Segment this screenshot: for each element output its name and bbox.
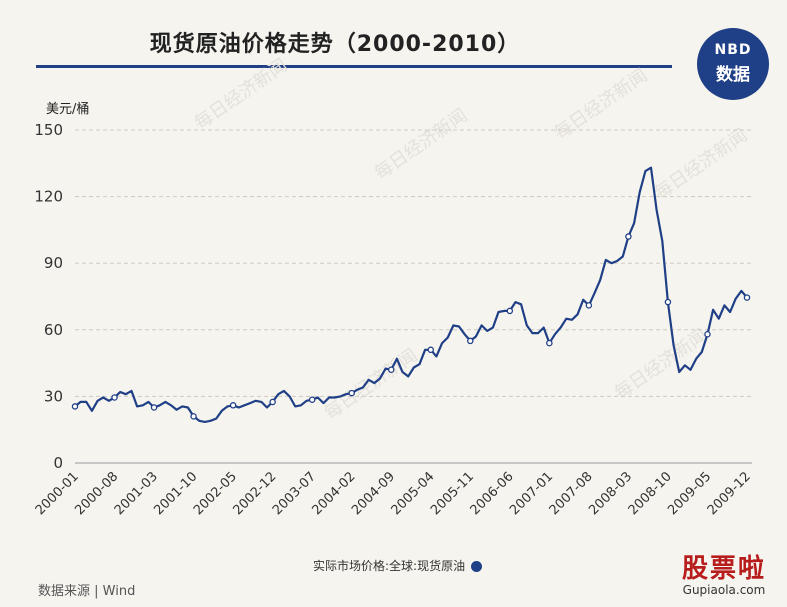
- source-note: 数据来源 | Wind: [38, 584, 136, 599]
- series-layer: [71, 166, 751, 423]
- legend-label: 实际市场价格:全球:现货原油: [313, 559, 466, 573]
- title-underline: [36, 65, 672, 68]
- logo-text-data: 数据: [716, 65, 750, 85]
- data-point: [71, 403, 79, 410]
- grid-lines: [75, 129, 752, 464]
- data-point: [229, 402, 237, 409]
- data-point: [467, 337, 474, 345]
- watermark-text: 每日经济新闻: [651, 125, 752, 204]
- brand-url: Gupiaola.com: [682, 583, 766, 597]
- y-tick-label: 60: [44, 321, 63, 339]
- legend-marker: [471, 561, 483, 572]
- watermark-text: 每日经济新闻: [191, 55, 292, 134]
- data-point: [387, 366, 395, 374]
- y-tick-label: 120: [34, 188, 63, 206]
- data-point: [190, 413, 197, 420]
- data-point: [506, 307, 514, 315]
- y-tick-label: 30: [44, 387, 63, 405]
- logo-text-nbd: NBD: [714, 42, 752, 58]
- series-line: [74, 166, 748, 423]
- data-point: [704, 330, 711, 338]
- data-point: [585, 302, 593, 309]
- watermark-text: 每日经济新闻: [551, 65, 652, 144]
- x-tick-labels: 2000-012000-082001-032001-102002-052002-…: [33, 469, 754, 518]
- data-point: [269, 398, 276, 406]
- watermark-text: 每日经济新闻: [371, 105, 472, 184]
- y-tick-label: 90: [44, 254, 63, 272]
- data-point: [111, 394, 118, 401]
- data-point: [427, 346, 435, 354]
- data-point: [546, 339, 553, 347]
- legend: 实际市场价格:全球:现货原油: [313, 557, 483, 574]
- data-point: [625, 233, 632, 240]
- nbd-logo: NBD 数据: [697, 28, 769, 100]
- data-point: [743, 294, 751, 301]
- y-axis-unit-label: 美元/桶: [46, 102, 90, 117]
- brand-watermark: 股票啦 Gupiaola.com: [664, 548, 784, 597]
- watermark-text: 每日经济新闻: [321, 345, 422, 424]
- y-tick-label: 0: [53, 454, 63, 472]
- y-tick-label: 150: [34, 121, 63, 139]
- data-point: [150, 404, 158, 411]
- chart-title: 现货原油价格走势（2000-2010）: [149, 32, 521, 57]
- data-point: [348, 389, 355, 397]
- data-point: [308, 396, 316, 403]
- watermark-text: 每日经济新闻: [611, 325, 712, 404]
- brand-name: 股票啦: [681, 554, 766, 584]
- y-tick-labels: 0 30 60 90 120 150: [34, 121, 63, 472]
- x-tick-label: 2009-12: [705, 469, 754, 518]
- data-point: [664, 298, 672, 306]
